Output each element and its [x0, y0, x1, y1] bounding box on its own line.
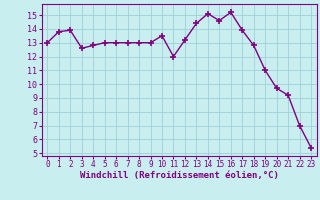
X-axis label: Windchill (Refroidissement éolien,°C): Windchill (Refroidissement éolien,°C) [80, 171, 279, 180]
